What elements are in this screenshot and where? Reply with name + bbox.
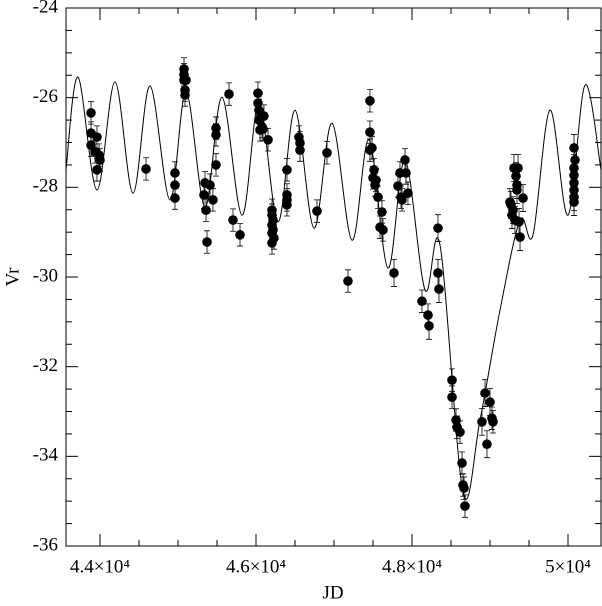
data-point: [343, 276, 353, 286]
data-point: [365, 127, 375, 137]
data-point: [365, 96, 375, 106]
data-point: [86, 108, 96, 118]
data-point: [369, 165, 379, 175]
data-point: [508, 205, 518, 215]
x-tick-label: 4.8×10⁴: [382, 556, 442, 577]
model-curve: [65, 76, 602, 500]
data-point: [282, 195, 292, 205]
data-point: [295, 145, 305, 155]
data-point: [511, 171, 521, 181]
data-point: [460, 501, 470, 511]
data-point: [170, 180, 180, 190]
data-point: [459, 483, 469, 493]
data-point: [259, 111, 269, 121]
data-point: [488, 417, 498, 427]
data-point: [485, 397, 495, 407]
data-point: [141, 164, 151, 174]
data-point: [201, 205, 211, 215]
data-point: [268, 225, 278, 235]
y-axis-label: Vr: [2, 267, 23, 287]
y-tick-label: -26: [33, 86, 58, 107]
data-point: [397, 195, 407, 205]
data-point: [417, 296, 427, 307]
data-point: [258, 124, 268, 134]
data-point: [570, 155, 580, 165]
data-point: [433, 223, 443, 233]
data-point: [389, 268, 399, 278]
data-point: [95, 155, 105, 165]
data-point: [269, 233, 279, 243]
data-point: [208, 195, 218, 205]
data-point: [211, 130, 221, 140]
y-tick-label: -30: [33, 265, 58, 286]
data-point: [92, 165, 102, 175]
data-point: [181, 75, 191, 85]
data-point: [378, 225, 388, 235]
data-point: [455, 427, 465, 437]
data-point: [235, 230, 245, 240]
y-tick-label: -32: [33, 355, 58, 376]
data-point: [424, 321, 434, 331]
data-point: [322, 148, 332, 158]
x-axis-label: JD: [322, 582, 343, 603]
x-tick-label: 4.4×10⁴: [70, 556, 130, 577]
x-tick-label: 5×10⁴: [545, 556, 591, 577]
data-point: [447, 392, 457, 402]
data-point: [423, 310, 433, 320]
data-point: [224, 89, 234, 99]
plot-frame: [65, 7, 602, 547]
data-point: [451, 415, 461, 425]
y-tick-label: -28: [33, 176, 58, 197]
data-point: [433, 268, 443, 278]
data-point: [228, 215, 238, 225]
data-point: [92, 132, 102, 142]
data-point: [312, 206, 322, 216]
data-point: [513, 163, 523, 173]
data-point: [403, 188, 413, 198]
data-point: [512, 185, 522, 195]
y-tick-label: -36: [33, 534, 58, 555]
x-tick-label: 4.6×10⁴: [226, 556, 286, 577]
data-point: [180, 90, 190, 100]
data-point: [282, 165, 292, 175]
data-point: [518, 193, 528, 203]
data-point: [211, 160, 221, 170]
data-point: [202, 237, 212, 247]
data-point: [482, 439, 492, 450]
data-point: [515, 232, 525, 242]
y-tick-label: -34: [33, 445, 59, 466]
data-point: [434, 284, 444, 294]
data-point: [367, 143, 377, 153]
y-tick-label: -24: [33, 0, 59, 17]
data-point: [263, 135, 273, 145]
